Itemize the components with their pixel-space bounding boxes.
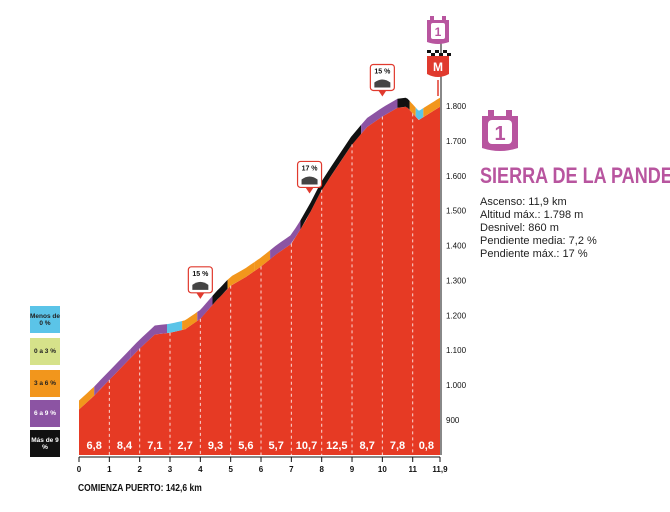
checkered-square: [439, 53, 443, 56]
gradient-band-11: [361, 98, 398, 134]
gradient-band-7: [227, 261, 255, 289]
marker-label: 15 %: [192, 271, 209, 278]
x-tick-label: 0: [77, 465, 82, 474]
stat-ascent: Ascenso: 11,9 km: [480, 196, 567, 208]
segment-gradient-label: 7,8: [390, 440, 405, 452]
marker-label: 15 %: [374, 68, 391, 75]
checkered-square: [431, 53, 435, 56]
summit-category-badge: 1: [427, 16, 449, 44]
stat-elevation-gain: Desnivel: 860 m: [480, 222, 559, 234]
summit-category-number: 1: [435, 25, 442, 39]
marker-slope-icon: [301, 176, 318, 185]
climb-start-label: COMIENZA PUERTO: 142,6 km: [78, 483, 202, 494]
x-tick-label: 10: [378, 465, 387, 474]
finish-badge-shape: [427, 56, 449, 77]
gradient-band-13: [409, 101, 416, 117]
x-tick-label: 8: [319, 465, 324, 474]
marker-pointer: [196, 292, 205, 299]
x-tick-label: 1: [107, 465, 112, 474]
marker-label: 17 %: [302, 165, 319, 172]
climb-stats: Ascenso: 11,9 km Altitud máx.: 1.798 m D…: [480, 196, 665, 261]
checkered-square: [443, 50, 447, 53]
y-tick-label: 900: [446, 416, 460, 425]
segment-gradient-label: 0,8: [419, 440, 434, 452]
category-badge: 1: [482, 110, 518, 151]
x-tick-label: 7: [289, 465, 294, 474]
x-tick-label: 6: [259, 465, 264, 474]
y-tick-label: 1.400: [446, 242, 467, 251]
checkered-square: [447, 53, 451, 56]
y-tick-label: 1.700: [446, 137, 467, 146]
x-tick-label: 5: [228, 465, 233, 474]
max-gradient-marker: 17 %: [296, 160, 323, 194]
gradient-band-6: [212, 279, 228, 305]
segment-gradient-label: 8,4: [117, 440, 133, 452]
legend-item: 0 a 3 %: [30, 338, 60, 365]
marker-slope-icon: [374, 79, 391, 88]
stat-max-altitude: Altitud máx.: 1.798 m: [480, 209, 584, 221]
gradient-band-9: [270, 220, 301, 260]
marker-pointer: [305, 187, 314, 194]
legend-item: 3 a 6 %: [30, 370, 60, 397]
gradient-band-15: [423, 97, 440, 118]
y-tick-label: 1.600: [446, 172, 467, 181]
elevation-area: [79, 106, 440, 455]
marker-pointer: [378, 90, 387, 97]
x-tick-label: 9: [350, 465, 355, 474]
badge-inner: [431, 23, 445, 39]
y-tick-label: 1.100: [446, 346, 467, 355]
checkered-square: [427, 50, 431, 53]
x-tick-label: 11,9: [432, 465, 448, 474]
y-tick-label: 1.800: [446, 102, 467, 111]
gradient-band-8: [254, 250, 271, 271]
marker-slope-icon: [192, 281, 209, 290]
segment-gradient-label: 7,1: [147, 440, 162, 452]
x-tick-label: 2: [137, 465, 142, 474]
x-tick-label: 3: [168, 465, 173, 474]
gradient-band-2: [130, 324, 167, 358]
climb-name: SIERRA DE LA PANDERA: [480, 163, 670, 188]
max-gradient-marker: 15 %: [187, 266, 213, 299]
category-badge-number: 1: [494, 123, 505, 145]
segment-gradient-label: 8,7: [360, 440, 375, 452]
gradient-band-14: [415, 107, 424, 120]
legend-item: Más de 9 %: [30, 430, 60, 457]
x-tick-label: 11: [408, 465, 417, 474]
y-tick-label: 1.300: [446, 276, 467, 285]
gradient-band-5: [197, 295, 213, 321]
climb-info: 1 SIERRA DE LA PANDERA Ascenso: 11,9 km …: [480, 108, 670, 261]
summit-finish-letter: M: [433, 60, 443, 74]
stat-average-gradient: Pendiente media: 7,2 %: [480, 235, 597, 247]
legend-item: Menos de 0 %: [30, 306, 60, 333]
summit-finish-badge: M: [427, 50, 451, 96]
checkered-square: [435, 50, 439, 53]
stat-max-gradient: Pendiente máx.: 17 %: [480, 248, 588, 260]
segment-gradient-label: 5,7: [269, 440, 284, 452]
legend-item: 6 a 9 %: [30, 400, 60, 427]
y-tick-label: 1.500: [446, 207, 467, 216]
gradient-band-12: [397, 97, 410, 110]
max-gradient-marker: 15 %: [369, 63, 395, 97]
segment-gradient-label: 6,8: [87, 440, 102, 452]
gradient-band-1: [94, 348, 131, 396]
gradient-band-4: [182, 311, 198, 330]
segment-gradient-label: 2,7: [178, 440, 193, 452]
y-tick-label: 1.000: [446, 381, 467, 390]
segment-gradient-label: 12,5: [326, 440, 347, 452]
segment-gradient-label: 10,7: [296, 440, 317, 452]
gradient-band-0: [79, 386, 95, 410]
segment-gradient-label: 9,3: [208, 440, 223, 452]
gradient-band-10: [300, 124, 362, 230]
x-tick-label: 4: [198, 465, 203, 474]
y-tick-label: 1.200: [446, 311, 467, 320]
segment-gradient-label: 5,6: [238, 440, 253, 452]
gradient-band-3: [167, 321, 183, 334]
